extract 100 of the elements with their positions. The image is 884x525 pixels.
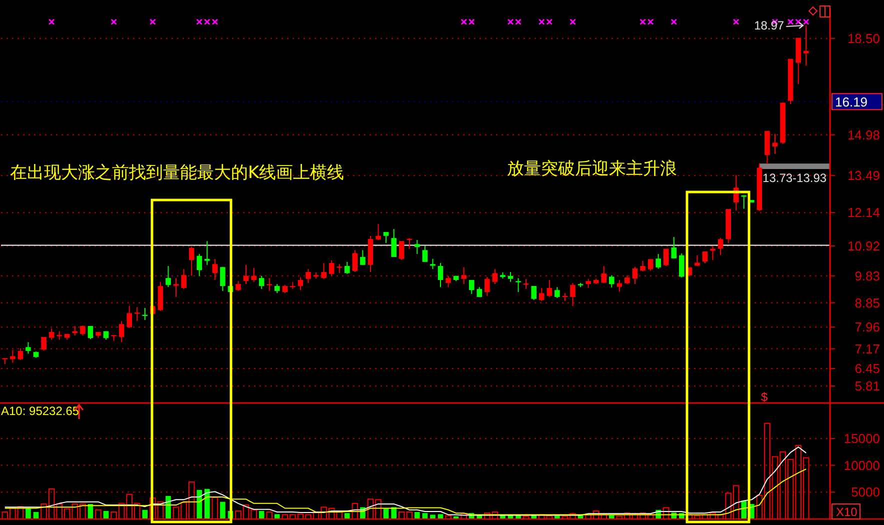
annotation: 放量突破后迎来主升浪 [507, 159, 677, 179]
candlestick [391, 228, 396, 258]
candlestick [360, 250, 366, 266]
candlestick [321, 262, 326, 280]
bar [445, 515, 452, 520]
annotation: A10: 95232.65 [1, 404, 80, 418]
candlestick [414, 239, 420, 254]
candlestick [718, 237, 724, 256]
bar [430, 514, 436, 519]
candlestick [570, 282, 576, 307]
candlestick [383, 232, 389, 244]
candlestick [468, 279, 474, 294]
y-tick-label: 5000 [851, 484, 880, 500]
ref-line-label: 16.19 [835, 94, 868, 110]
candlestick [531, 286, 536, 300]
bar [522, 516, 530, 520]
candlestick [243, 264, 249, 285]
candlestick [632, 266, 638, 285]
candlestick [546, 279, 552, 298]
bar [274, 514, 280, 519]
candlestick [126, 306, 132, 328]
bar [352, 502, 358, 520]
candlestick [601, 266, 607, 284]
candlestick [10, 350, 16, 364]
candlestick [438, 262, 444, 288]
bar [391, 507, 396, 519]
candlestick [188, 246, 194, 276]
candlestick [306, 268, 311, 284]
bar [204, 488, 210, 519]
candlestick [220, 266, 226, 292]
annotation: $ [761, 390, 768, 404]
y-tick-label: 18.50 [847, 30, 880, 46]
candlestick [516, 278, 521, 293]
y-tick-label: 8.85 [854, 295, 880, 310]
candlestick [656, 253, 661, 270]
line-series [4, 468, 807, 516]
bar [608, 515, 614, 519]
candlestick [72, 326, 78, 336]
bar [166, 496, 171, 519]
bar [266, 512, 273, 520]
candlestick [336, 264, 342, 274]
candlestick [422, 246, 428, 262]
candlestick [166, 266, 171, 288]
candlestick [196, 253, 202, 277]
candlestick [258, 275, 264, 290]
bar [220, 502, 226, 519]
y-tick-label: 7.17 [854, 341, 880, 356]
y-tick-label: 13.49 [847, 168, 880, 184]
candlestick [88, 326, 94, 340]
candlestick [274, 284, 280, 294]
candlestick [484, 276, 490, 296]
candlestick [679, 252, 684, 278]
candlestick [236, 280, 241, 292]
candlestick [586, 278, 591, 288]
candlestick [344, 261, 350, 274]
y-tick-label: 7.96 [854, 320, 880, 335]
band-label: 13.73-13.93 [762, 171, 827, 186]
bar [662, 507, 670, 520]
candlestick [376, 224, 381, 241]
y-tick-label: 12.14 [847, 205, 880, 220]
candlestick [204, 240, 210, 266]
y-tick-label: 15000 [844, 430, 880, 446]
annotation: 在出现大涨之前找到量能最大的K线画上横线 [10, 163, 344, 183]
candlestick [508, 272, 514, 282]
candlestick [461, 266, 466, 285]
candlestick [608, 274, 614, 288]
candlestick [266, 278, 272, 292]
text: X10 [836, 505, 858, 519]
bar [212, 497, 218, 520]
y-tick-label: 5.81 [854, 378, 880, 394]
candlestick [118, 320, 124, 343]
candlestick [492, 268, 498, 285]
candlestick [80, 324, 86, 336]
y-tick-label: 14.98 [847, 127, 880, 142]
candlestick [554, 286, 560, 299]
bar [460, 513, 467, 520]
bar [741, 500, 747, 519]
bar [26, 508, 31, 519]
candlestick [648, 258, 654, 272]
candlestick [663, 248, 669, 267]
y-tick-label: 9.83 [854, 268, 880, 284]
bar [414, 512, 420, 519]
candlestick [134, 306, 140, 322]
candlestick [640, 260, 646, 272]
bar [196, 490, 202, 519]
y-tick-label: 10000 [844, 458, 880, 473]
candlestick [298, 276, 304, 291]
candlestick [476, 286, 482, 298]
candlestick [446, 275, 451, 288]
candlestick [616, 279, 622, 292]
candlestick [352, 250, 358, 273]
candlestick [694, 254, 700, 267]
candlestick [181, 268, 186, 290]
candlestick [212, 258, 218, 280]
candlestick [671, 236, 677, 259]
candlestick [328, 260, 334, 276]
annotation: 18.97 [754, 18, 784, 32]
candlestick [48, 328, 54, 340]
bar [344, 513, 350, 519]
candlestick [251, 267, 256, 282]
